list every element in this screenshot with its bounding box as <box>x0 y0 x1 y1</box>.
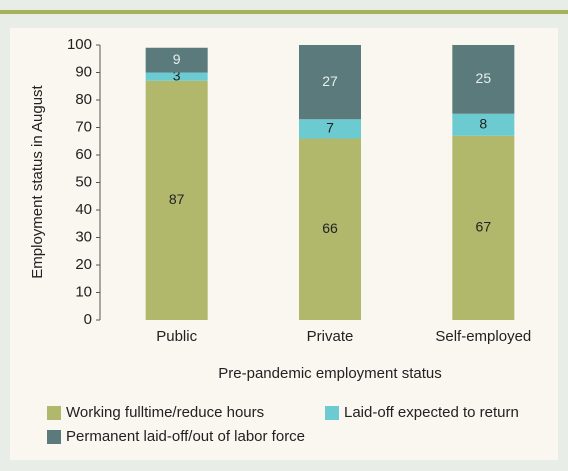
y-tick-label: 90 <box>75 63 92 80</box>
y-tick-label: 20 <box>75 256 92 273</box>
value-label: 27 <box>322 73 338 89</box>
value-label: 3 <box>173 67 181 83</box>
bar-segment <box>299 138 361 320</box>
bar-segment <box>299 45 361 120</box>
y-tick-label: 50 <box>75 173 92 190</box>
y-tick-label: 40 <box>75 201 92 218</box>
y-tick-label: 10 <box>75 283 92 300</box>
bar-segment <box>145 80 208 320</box>
x-tick-label: Public <box>156 328 197 345</box>
y-tick-label: 0 <box>84 311 92 328</box>
legend-swatch <box>47 406 61 420</box>
bar-segment <box>299 119 361 139</box>
value-label: 25 <box>476 70 492 86</box>
y-tick-label: 60 <box>75 146 92 163</box>
x-tick-label: Self-employed <box>435 328 531 345</box>
value-label: 87 <box>169 191 185 207</box>
x-tick-label: Private <box>307 328 354 345</box>
value-label: 8 <box>479 115 487 131</box>
y-tick-label: 80 <box>75 91 92 108</box>
bar-segment <box>145 47 208 73</box>
bar-segment <box>145 72 208 81</box>
bar-segment <box>452 45 515 114</box>
y-tick-label: 100 <box>67 36 92 53</box>
value-label: 66 <box>322 220 338 236</box>
y-tick-label: 70 <box>75 118 92 135</box>
x-axis-title: Pre-pandemic employment status <box>218 365 441 382</box>
value-label: 67 <box>476 219 492 235</box>
legend-label: Laid-off expected to return <box>344 404 519 421</box>
value-label: 7 <box>326 120 334 136</box>
legend-label: Working fulltime/reduce hours <box>66 404 264 421</box>
legend-swatch <box>47 430 61 444</box>
value-label: 9 <box>173 51 181 67</box>
y-axis-title: Employment status in August <box>29 84 46 278</box>
legend-label: Permanent laid-off/out of labor force <box>66 428 305 445</box>
y-tick-label: 30 <box>75 228 92 245</box>
legend-swatch <box>325 406 339 420</box>
top-stripe <box>0 10 568 14</box>
bar-segment <box>452 113 515 136</box>
bar-segment <box>452 135 515 320</box>
